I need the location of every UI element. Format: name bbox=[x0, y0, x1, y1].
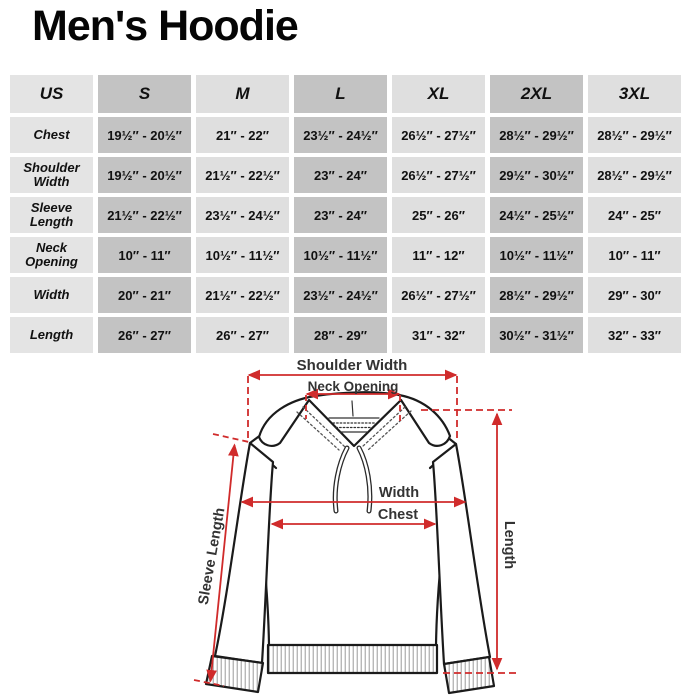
size-value-cell: 28½″ - 29½″ bbox=[490, 277, 583, 313]
page-title: Men's Hoodie bbox=[32, 2, 299, 50]
size-value-cell: 24″ - 25″ bbox=[588, 197, 681, 233]
size-value-cell: 26½″ - 27½″ bbox=[392, 157, 485, 193]
size-value-cell: 23″ - 24″ bbox=[294, 157, 387, 193]
size-value-cell: 29″ - 30″ bbox=[588, 277, 681, 313]
width-label: Width bbox=[379, 485, 419, 501]
size-chart-table: US S M L XL 2XL 3XL Chest 19½″ - 20½″ 21… bbox=[5, 71, 686, 357]
size-value-cell: 28½″ - 29½″ bbox=[588, 117, 681, 153]
table-row-chest: Chest 19½″ - 20½″ 21″ - 22″ 23½″ - 24½″ … bbox=[10, 117, 681, 153]
size-value-cell: 19½″ - 20½″ bbox=[98, 157, 191, 193]
hoodie-sleeve-right bbox=[431, 442, 492, 666]
size-value-cell: 23″ - 24″ bbox=[294, 197, 387, 233]
table-row-sleeve-length: Sleeve Length 21½″ - 22½″ 23½″ - 24½″ 23… bbox=[10, 197, 681, 233]
size-value-cell: 32″ - 33″ bbox=[588, 317, 681, 353]
hoodie-hem bbox=[266, 643, 439, 675]
table-row-shoulder-width: Shoulder Width 19½″ - 20½″ 21½″ - 22½″ 2… bbox=[10, 157, 681, 193]
size-value-cell: 10″ - 11″ bbox=[98, 237, 191, 273]
size-value-cell: 29½″ - 30½″ bbox=[490, 157, 583, 193]
size-value-cell: 23½″ - 24½″ bbox=[294, 277, 387, 313]
size-value-cell: 21″ - 22″ bbox=[196, 117, 289, 153]
length-label: Length bbox=[501, 521, 517, 569]
shoulder-width-label: Shoulder Width bbox=[297, 357, 408, 374]
size-value-cell: 28″ - 29″ bbox=[294, 317, 387, 353]
size-value-cell: 28½″ - 29½″ bbox=[490, 117, 583, 153]
size-value-cell: 26½″ - 27½″ bbox=[392, 277, 485, 313]
header-cell-3xl: 3XL bbox=[588, 75, 681, 113]
header-cell-2xl: 2XL bbox=[490, 75, 583, 113]
table-row-neck-opening: Neck Opening 10″ - 11″ 10½″ - 11½″ 10½″ … bbox=[10, 237, 681, 273]
dimension-lines bbox=[193, 369, 516, 687]
size-value-cell: 23½″ - 24½″ bbox=[196, 197, 289, 233]
row-label-chest: Chest bbox=[10, 117, 93, 153]
header-row: US S M L XL 2XL 3XL bbox=[10, 75, 681, 113]
size-value-cell: 31″ - 32″ bbox=[392, 317, 485, 353]
size-value-cell: 10½″ - 11½″ bbox=[196, 237, 289, 273]
size-value-cell: 21½″ - 22½″ bbox=[196, 277, 289, 313]
size-value-cell: 10½″ - 11½″ bbox=[490, 237, 583, 273]
size-value-cell: 28½″ - 29½″ bbox=[588, 157, 681, 193]
hoodie-illustration bbox=[204, 391, 496, 695]
row-label-length: Length bbox=[10, 317, 93, 353]
size-value-cell: 21½″ - 22½″ bbox=[98, 197, 191, 233]
row-label-neck-opening: Neck Opening bbox=[10, 237, 93, 273]
size-value-cell: 10″ - 11″ bbox=[588, 237, 681, 273]
row-label-width: Width bbox=[10, 277, 93, 313]
size-value-cell: 19½″ - 20½″ bbox=[98, 117, 191, 153]
hoodie-measurement-diagram: Shoulder Width Neck Opening Width Chest … bbox=[193, 357, 517, 695]
table-row-width: Width 20″ - 21″ 21½″ - 22½″ 23½″ - 24½″ … bbox=[10, 277, 681, 313]
hoodie-cuff-right bbox=[442, 655, 496, 695]
header-cell-xl: XL bbox=[392, 75, 485, 113]
size-value-cell: 26″ - 27″ bbox=[196, 317, 289, 353]
table-row-length: Length 26″ - 27″ 26″ - 27″ 28″ - 29″ 31″… bbox=[10, 317, 681, 353]
header-cell-s: S bbox=[98, 75, 191, 113]
size-value-cell: 25″ - 26″ bbox=[392, 197, 485, 233]
hoodie-cuff-left bbox=[204, 654, 265, 694]
size-value-cell: 24½″ - 25½″ bbox=[490, 197, 583, 233]
size-value-cell: 21½″ - 22½″ bbox=[196, 157, 289, 193]
header-cell-us: US bbox=[10, 75, 93, 113]
size-value-cell: 26″ - 27″ bbox=[98, 317, 191, 353]
header-cell-l: L bbox=[294, 75, 387, 113]
size-value-cell: 20″ - 21″ bbox=[98, 277, 191, 313]
neck-opening-label: Neck Opening bbox=[308, 379, 399, 394]
chest-label: Chest bbox=[378, 507, 418, 523]
row-label-shoulder-width: Shoulder Width bbox=[10, 157, 93, 193]
header-cell-m: M bbox=[196, 75, 289, 113]
size-value-cell: 30½″ - 31½″ bbox=[490, 317, 583, 353]
size-value-cell: 11″ - 12″ bbox=[392, 237, 485, 273]
size-value-cell: 23½″ - 24½″ bbox=[294, 117, 387, 153]
size-value-cell: 26½″ - 27½″ bbox=[392, 117, 485, 153]
row-label-sleeve-length: Sleeve Length bbox=[10, 197, 93, 233]
size-value-cell: 10½″ - 11½″ bbox=[294, 237, 387, 273]
